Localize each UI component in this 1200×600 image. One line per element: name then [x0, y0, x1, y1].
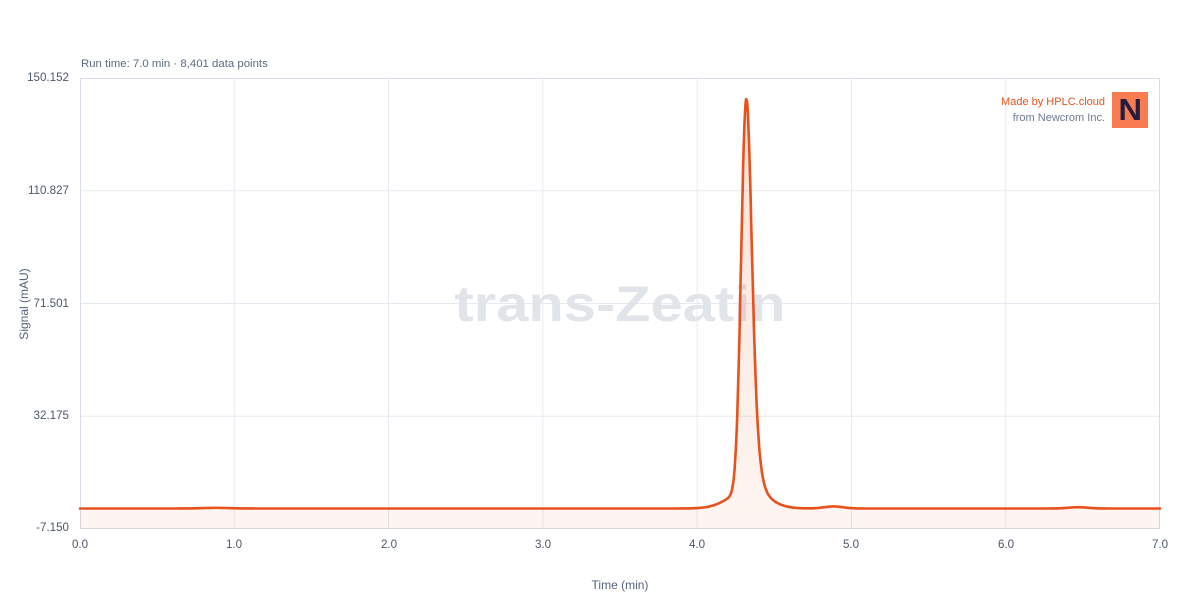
- svg-text:trans-Zeatin: trans-Zeatin: [455, 276, 786, 332]
